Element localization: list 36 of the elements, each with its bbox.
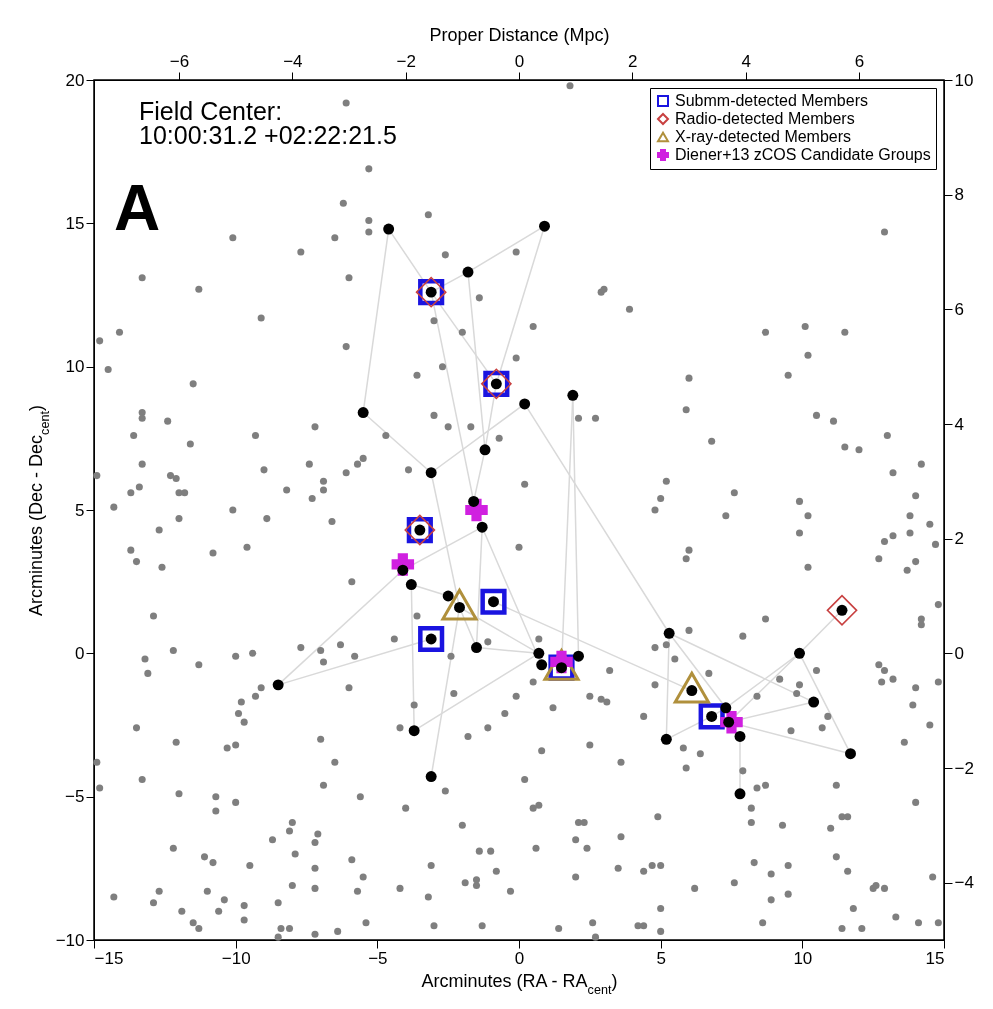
x-tick-label: 10 [793,948,813,968]
annotation: A [114,172,161,244]
y2-tick-label: 2 [954,529,964,549]
x2-tick-label: 4 [741,51,751,71]
x2-tick-label: 0 [514,51,525,71]
y-tick-label: 15 [65,213,85,233]
y-tick-label: 10 [65,357,85,377]
y2-tick-label: −4 [954,873,974,893]
legend-label: Submm-detected Members [675,92,868,109]
x2-tick-label: 6 [854,51,865,71]
x2-axis-title: Proper Distance (Mpc) [429,24,610,45]
x2-tick-label: −6 [169,51,190,71]
legend-label: Diener+13 zCOS Candidate Groups [675,146,931,163]
x-tick-label: −10 [221,948,251,968]
y2-tick-label: 8 [954,185,964,205]
y-tick-label: −5 [65,787,85,807]
y-tick-label: 0 [75,643,85,663]
y-tick-label: 20 [65,70,85,90]
x-tick-label: −5 [368,948,388,968]
x2-tick-label: −4 [283,51,303,71]
y-tick-label: −10 [55,930,85,950]
x-tick-label: −15 [94,948,124,968]
legend-label: X-ray-detected Members [675,128,852,145]
x-tick-label: 0 [514,948,525,968]
x-axis-title: Arcminutes (RA - RA$_{cent}$) [421,970,618,997]
x2-tick-label: 2 [628,51,638,71]
x-tick-label: 5 [656,948,666,968]
y2-tick-label: 6 [954,299,964,319]
y2-tick-label: 0 [954,643,964,663]
y2-tick-label: −2 [954,758,974,778]
y-tick-label: 5 [75,500,85,520]
y2-tick-label: 10 [954,70,974,90]
x-tick-label: 15 [925,948,945,968]
x2-tick-label: −2 [396,51,416,71]
legend-label: Radio-detected Members [675,110,855,127]
y2-tick-label: 4 [954,414,964,434]
